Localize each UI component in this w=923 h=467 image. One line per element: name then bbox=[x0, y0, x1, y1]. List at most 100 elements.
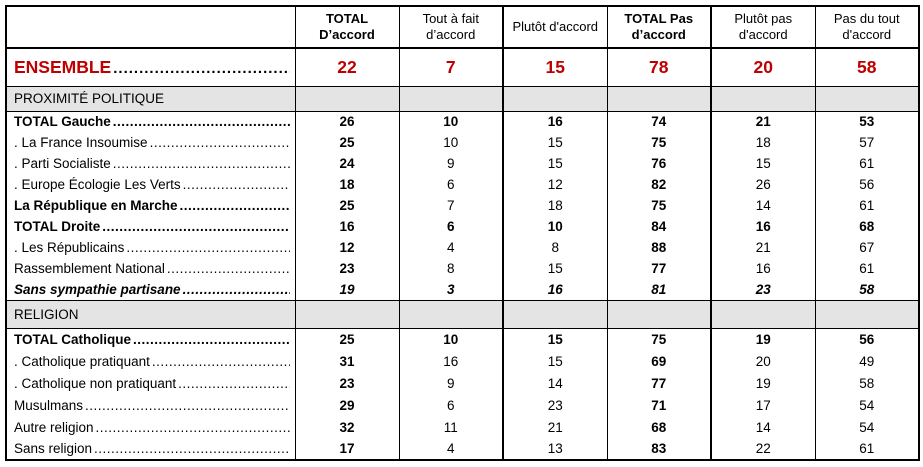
table-row-republicains: . Les Républicains......................… bbox=[6, 237, 919, 258]
value-cell: 25 bbox=[294, 195, 399, 216]
dot-leader: ........................................… bbox=[133, 331, 290, 347]
value-cell: 17 bbox=[710, 394, 815, 416]
row-label-cell: . Parti Socialiste......................… bbox=[6, 153, 295, 174]
table-row-total-gauche: TOTAL Gauche............................… bbox=[6, 111, 919, 132]
value-cell: 75 bbox=[606, 328, 711, 350]
value-cell: 68 bbox=[814, 216, 919, 237]
empty-cell bbox=[294, 299, 399, 329]
value-cell: 18 bbox=[294, 174, 399, 195]
value-cell: 58 bbox=[814, 48, 919, 86]
dot-leader: ........................................… bbox=[182, 281, 290, 297]
value-cell: 56 bbox=[814, 328, 919, 350]
value-cell: 16 bbox=[398, 350, 503, 372]
value-cell: 21 bbox=[710, 237, 815, 258]
dot-leader: ........................................… bbox=[179, 198, 290, 213]
dot-leader: ........................................… bbox=[94, 441, 290, 456]
value-cell: 25 bbox=[294, 328, 399, 350]
row-label-cell: . Catholique pratiquant.................… bbox=[14, 353, 290, 369]
value-cell: 8 bbox=[502, 237, 607, 258]
value-cell: 11 bbox=[398, 416, 503, 438]
table-row-catholique-non-pratiquant: . Catholique non pratiquant.............… bbox=[6, 372, 919, 394]
value-cell: 6 bbox=[398, 174, 503, 195]
value-cell: 20 bbox=[710, 48, 815, 86]
value-cell: 69 bbox=[606, 350, 711, 372]
row-label-cell: . Catholique non pratiquant.............… bbox=[14, 375, 290, 391]
value-cell: 23 bbox=[502, 394, 607, 416]
empty-cell bbox=[502, 85, 607, 112]
survey-results-table: TOTAL D’accord Tout à fait d’accord Plut… bbox=[5, 5, 920, 461]
value-cell: 19 bbox=[710, 372, 815, 394]
value-cell: 49 bbox=[814, 350, 919, 372]
row-label-cell: Sans religion...........................… bbox=[14, 441, 290, 456]
empty-cell bbox=[398, 299, 503, 329]
dot-leader: ........................................… bbox=[126, 240, 289, 255]
value-cell: 3 bbox=[398, 279, 503, 300]
value-cell: 23 bbox=[710, 279, 815, 300]
dot-leader: ........................................… bbox=[112, 114, 290, 130]
table-row-france-insoumise: . La France Insoumise...................… bbox=[6, 132, 919, 153]
dot-leader: ........................................… bbox=[113, 59, 289, 77]
value-cell: 19 bbox=[710, 328, 815, 350]
row-label-cell: Rassemblement National..................… bbox=[14, 261, 290, 276]
value-cell: 83 bbox=[606, 438, 711, 460]
ensemble-label: ENSEMBLE bbox=[14, 56, 112, 77]
table-row-sans-sympathie: Sans sympathie partisane................… bbox=[6, 279, 919, 300]
empty-cell bbox=[606, 85, 711, 112]
value-cell: 61 bbox=[814, 438, 919, 460]
value-cell: 16 bbox=[710, 216, 815, 237]
dot-leader: ........................................… bbox=[182, 177, 290, 192]
value-cell: 32 bbox=[294, 416, 399, 438]
dot-leader: ........................................… bbox=[102, 219, 290, 234]
ensemble-label-cell: ENSEMBLE................................… bbox=[6, 48, 295, 86]
value-cell: 10 bbox=[502, 216, 607, 237]
value-cell: 19 bbox=[294, 279, 399, 300]
value-cell: 4 bbox=[398, 237, 503, 258]
value-cell: 74 bbox=[606, 111, 711, 132]
table-row-lrem: La République en Marche.................… bbox=[6, 195, 919, 216]
row-label-cell: . Les Républicains......................… bbox=[14, 240, 290, 255]
value-cell: 54 bbox=[814, 416, 919, 438]
empty-cell bbox=[294, 85, 399, 112]
value-cell: 23 bbox=[294, 258, 399, 279]
value-cell: 4 bbox=[398, 438, 503, 460]
value-cell: 81 bbox=[606, 279, 711, 300]
col-header-strongly-agree: Tout à fait d’accord bbox=[398, 6, 503, 49]
value-cell: 15 bbox=[502, 132, 607, 153]
section-header-politique: PROXIMITÉ POLITIQUE bbox=[6, 85, 919, 112]
empty-cell bbox=[710, 85, 815, 112]
value-cell: 58 bbox=[814, 372, 919, 394]
col-header-somewhat-disagree: Plutôt pas d'accord bbox=[710, 6, 815, 49]
value-cell: 15 bbox=[502, 153, 607, 174]
empty-cell bbox=[606, 299, 711, 329]
row-label-cell: . La France Insoumise...................… bbox=[14, 135, 290, 150]
table-row-parti-socialiste: . Parti Socialiste......................… bbox=[6, 153, 919, 174]
value-cell: 14 bbox=[710, 416, 815, 438]
value-cell: 29 bbox=[294, 394, 399, 416]
value-cell: 12 bbox=[294, 237, 399, 258]
row-label-cell: Musulmans...............................… bbox=[14, 397, 290, 413]
empty-cell bbox=[710, 299, 815, 329]
value-cell: 21 bbox=[710, 111, 815, 132]
value-cell: 18 bbox=[502, 195, 607, 216]
value-cell: 15 bbox=[502, 350, 607, 372]
value-cell: 10 bbox=[398, 132, 503, 153]
value-cell: 23 bbox=[294, 372, 399, 394]
header-row: TOTAL D’accord Tout à fait d’accord Plut… bbox=[6, 6, 919, 49]
value-cell: 6 bbox=[398, 216, 503, 237]
section-title: PROXIMITÉ POLITIQUE bbox=[6, 85, 295, 112]
table-row-total-droite: TOTAL Droite............................… bbox=[6, 216, 919, 237]
table-row-sans-religion: Sans religion...........................… bbox=[6, 438, 919, 460]
value-cell: 16 bbox=[294, 216, 399, 237]
row-label-cell: Autre religion..........................… bbox=[6, 416, 295, 438]
value-cell: 16 bbox=[502, 111, 607, 132]
value-cell: 17 bbox=[294, 438, 399, 460]
value-cell: 77 bbox=[606, 372, 711, 394]
dot-leader: ........................................… bbox=[149, 135, 290, 150]
value-cell: 7 bbox=[398, 195, 503, 216]
value-cell: 57 bbox=[814, 132, 919, 153]
row-label-cell: TOTAL Gauche............................… bbox=[6, 111, 295, 132]
dot-leader: ........................................… bbox=[178, 375, 289, 391]
value-cell: 15 bbox=[710, 153, 815, 174]
value-cell: 9 bbox=[398, 372, 503, 394]
